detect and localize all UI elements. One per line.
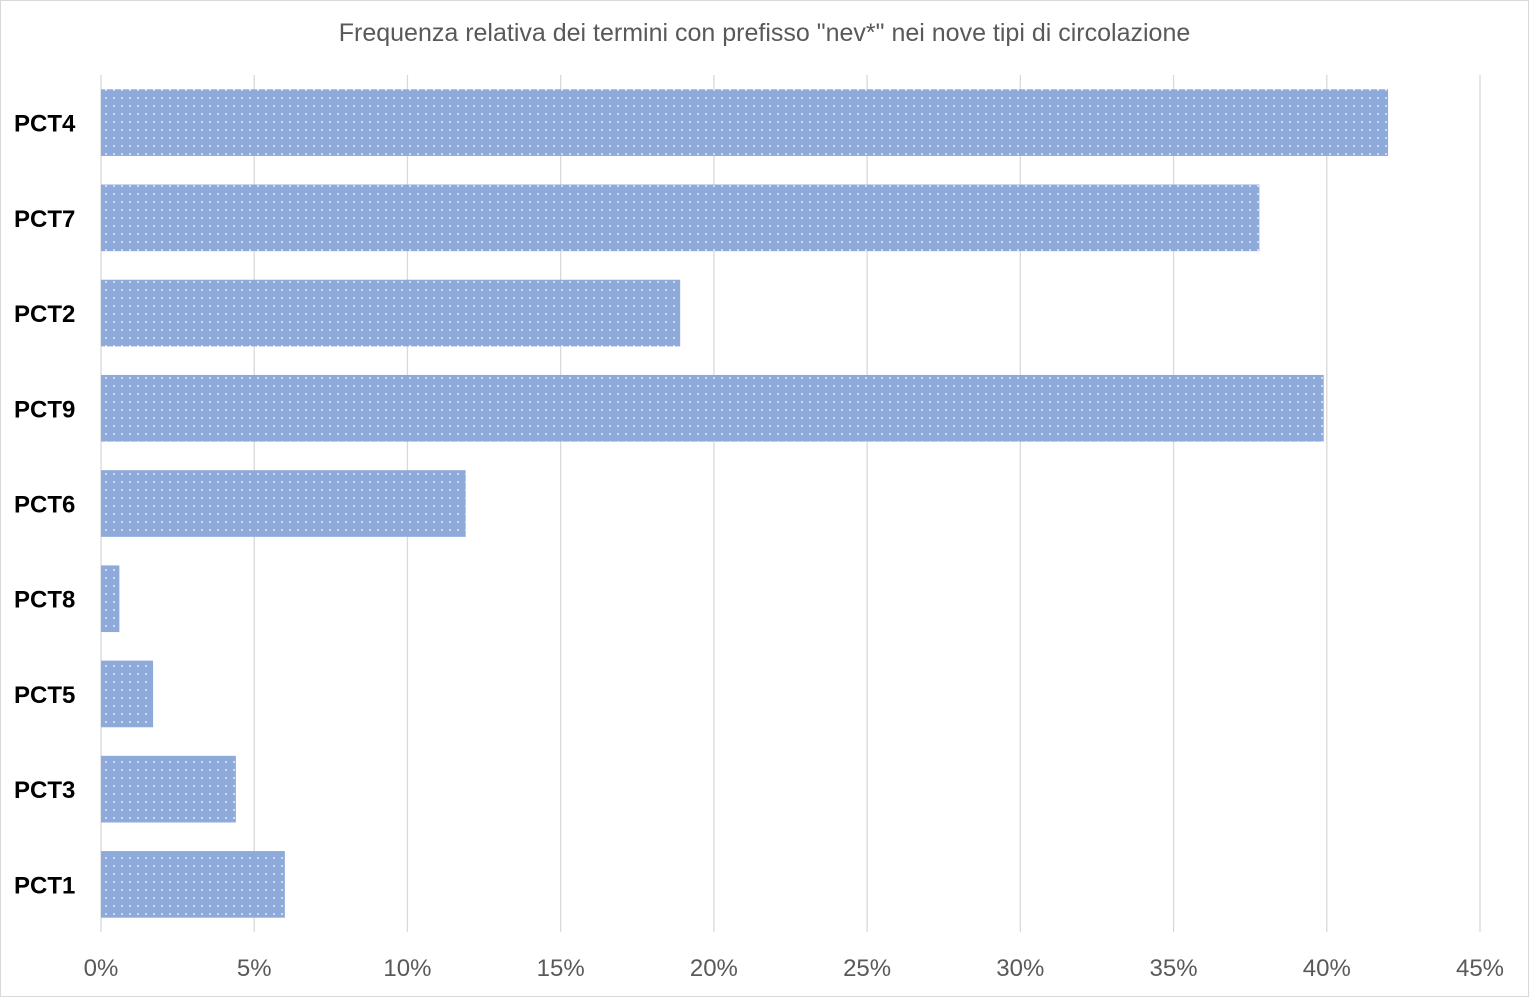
category-label-pct6: PCT6 xyxy=(14,492,75,519)
category-label-pct4: PCT4 xyxy=(14,111,76,138)
x-tick-label: 5% xyxy=(237,955,272,982)
bar-pct5 xyxy=(101,660,154,728)
x-tick-label: 10% xyxy=(383,955,431,982)
bar-pct9 xyxy=(101,374,1324,442)
x-tick-label: 0% xyxy=(84,955,119,982)
bar-pct2 xyxy=(101,279,681,347)
x-tick-label: 15% xyxy=(537,955,585,982)
category-label-pct8: PCT8 xyxy=(14,587,75,614)
bar-pct8 xyxy=(101,565,120,633)
bar-pct1 xyxy=(101,851,285,918)
x-tick-label: 25% xyxy=(843,955,891,982)
category-label-pct3: PCT3 xyxy=(14,777,75,804)
bar-pct6 xyxy=(101,470,466,537)
category-label-pct7: PCT7 xyxy=(14,206,75,233)
bar-pct7 xyxy=(101,184,1260,252)
bars xyxy=(101,89,1389,918)
x-tick-label: 20% xyxy=(690,955,738,982)
x-tick-label: 45% xyxy=(1456,955,1504,982)
x-tick-label: 30% xyxy=(996,955,1044,982)
x-tick-label: 40% xyxy=(1303,955,1351,982)
category-label-pct9: PCT9 xyxy=(14,396,75,423)
category-label-pct1: PCT1 xyxy=(14,872,75,899)
category-label-pct5: PCT5 xyxy=(14,682,75,709)
category-labels: PCT4 PCT7 PCT2 PCT9 PCT6 PCT8 PCT5 PCT3 PCT1 xyxy=(14,111,76,900)
x-tick-label: 35% xyxy=(1150,955,1198,982)
x-axis-ticks: 0% 5% 10% 15% 20% 25% 30% 35% 40% 45% xyxy=(84,955,1504,982)
bar-pct3 xyxy=(101,755,236,823)
chart-title: Frequenza relativa dei termini con prefi… xyxy=(338,19,1191,47)
category-label-pct2: PCT2 xyxy=(14,301,75,328)
bar-pct4 xyxy=(101,89,1389,156)
